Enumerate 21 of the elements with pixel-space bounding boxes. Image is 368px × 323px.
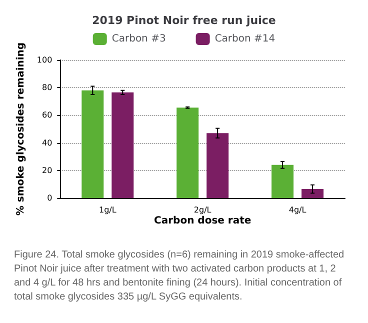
legend-label: Carbon #14: [214, 34, 276, 44]
y-tick-label: 100: [36, 56, 52, 64]
y-tick-label: 60: [42, 110, 52, 120]
x-tick-label: 4g/L: [288, 206, 307, 214]
legend-label: Carbon #3: [112, 34, 166, 44]
bar: [82, 90, 104, 198]
y-tick-label: 40: [42, 138, 52, 148]
bar: [176, 108, 199, 198]
x-axis-title: Carbon dose rate: [154, 216, 252, 226]
y-tick-label: 80: [42, 83, 52, 92]
caption: Figure 24. Total smoke glycosides (n=6) remaining in 2019 smoke-affected Pinot Noir juice after treatment with two activated carbon products at 1, 2 and 4 g/L for 48 hrs and bentonite fining (24 hours). Initial concentration of total smoke glycosides 335 µg/L SyGG equivalents.: [14, 250, 347, 302]
y-axis-title: % smoke glycosides remaining: [16, 42, 26, 216]
y-tick-label: 0: [47, 194, 52, 202]
x-tick-label: 2g/L: [194, 206, 212, 214]
chart-title: 2019 Pinot Noir free run juice: [92, 14, 276, 27]
bar: [206, 133, 229, 198]
bar: [302, 189, 324, 198]
y-tick-label: 20: [42, 166, 52, 175]
x-tick-label: 1g/L: [98, 206, 117, 214]
bar: [112, 92, 134, 198]
bar: [272, 164, 294, 198]
